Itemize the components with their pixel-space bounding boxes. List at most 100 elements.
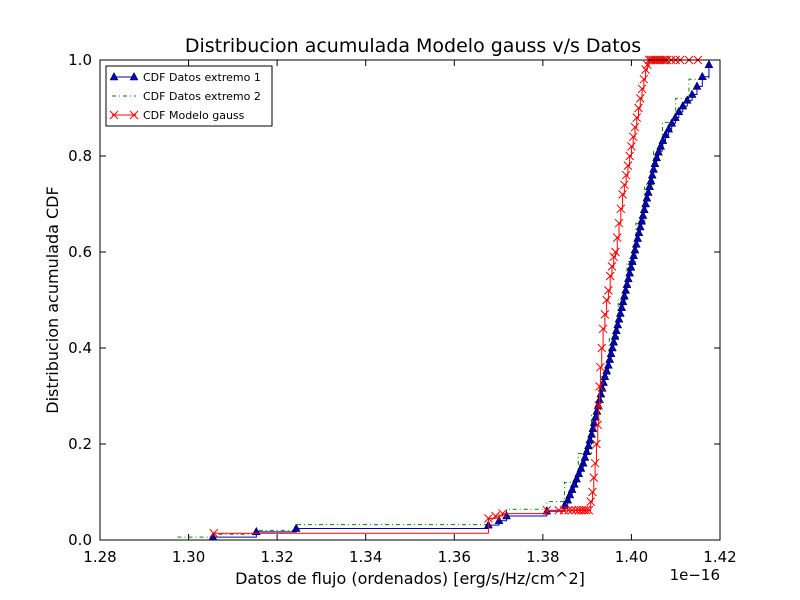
- data-point-x: [559, 505, 569, 515]
- data-point-triangle: [605, 354, 615, 363]
- data-point-triangle: [704, 59, 714, 69]
- data-point-triangle: [129, 71, 139, 81]
- legend-entry: CDF Datos extremo 2: [112, 90, 261, 103]
- data-point-triangle: [607, 342, 617, 352]
- legend-entry: CDF Datos extremo 1: [109, 71, 261, 84]
- data-point-triangle: [614, 314, 624, 323]
- x-tick-label: 1.34: [349, 548, 382, 566]
- legend-entry: CDF Modelo gauss: [109, 109, 245, 122]
- y-tick-label: 0.4: [68, 339, 92, 357]
- data-point-x: [209, 528, 219, 538]
- x-offset-label: 1e−16: [670, 566, 720, 584]
- data-point-triangle: [584, 440, 593, 450]
- data-point-triangle: [603, 360, 613, 369]
- data-point-x: [542, 505, 552, 515]
- data-point-x: [593, 420, 603, 430]
- data-point-triangle: [610, 331, 620, 340]
- data-point-triangle: [587, 429, 596, 438]
- data-point-triangle: [641, 198, 651, 208]
- data-point-triangle: [627, 256, 637, 265]
- data-point-x: [632, 113, 642, 122]
- data-point-triangle: [631, 239, 641, 248]
- data-point-x: [612, 233, 622, 242]
- data-point-triangle: [580, 452, 590, 461]
- data-point-x: [627, 142, 636, 151]
- data-point-triangle: [630, 245, 640, 254]
- data-point-x: [129, 110, 139, 120]
- data-point-x: [635, 94, 645, 103]
- data-point-triangle: [639, 204, 649, 214]
- data-point-x: [634, 103, 643, 113]
- y-tick-label: 0.6: [68, 243, 92, 261]
- data-point-triangle: [599, 377, 608, 386]
- data-point-x: [597, 343, 607, 353]
- data-point-x: [586, 497, 596, 506]
- data-point-triangle: [638, 210, 648, 219]
- data-point-triangle: [650, 158, 660, 167]
- data-point-x: [581, 505, 591, 515]
- x-tick-label: 1.28: [83, 548, 116, 566]
- data-point-triangle: [618, 296, 628, 306]
- data-point-triangle: [291, 523, 301, 532]
- y-tick-label: 0.0: [68, 531, 92, 549]
- data-point-x: [618, 190, 627, 199]
- legend: CDF Datos extremo 1 CDF Datos extremo 2 CD…: [105, 65, 273, 127]
- data-point-triangle: [637, 216, 647, 225]
- data-point-triangle: [619, 291, 629, 300]
- data-point-triangle: [633, 233, 643, 242]
- data-point-x: [605, 271, 615, 281]
- data-point-x: [630, 122, 640, 132]
- x-tick-label: 1.38: [526, 548, 559, 566]
- data-point-x: [498, 509, 507, 518]
- data-point-x: [602, 295, 611, 305]
- data-point-x: [616, 204, 626, 214]
- data-point-triangle: [109, 71, 119, 81]
- data-point-triangle: [591, 412, 600, 421]
- data-point-triangle: [674, 106, 684, 116]
- data-point-triangle: [563, 495, 573, 504]
- data-point-triangle: [654, 147, 663, 156]
- x-axis-label: Datos de flujo (ordenados) [erg/s/Hz/cm^…: [235, 569, 585, 588]
- data-point-triangle: [625, 268, 635, 277]
- data-point-triangle: [697, 71, 707, 81]
- data-point-x: [614, 218, 624, 228]
- data-point-x: [596, 362, 605, 372]
- data-point-x: [607, 262, 617, 271]
- data-point-x: [595, 382, 604, 391]
- data-point-x: [628, 132, 638, 142]
- data-point-triangle: [643, 187, 653, 196]
- data-point-triangle: [658, 135, 668, 144]
- data-point-triangle: [629, 250, 639, 260]
- x-tick-label: 1.40: [615, 548, 648, 566]
- data-point-triangle: [646, 175, 656, 185]
- plot-frame: [99, 59, 721, 541]
- data-point-triangle: [634, 227, 644, 237]
- data-point-triangle: [642, 193, 652, 202]
- data-point-x: [623, 161, 633, 170]
- plot-area: [100, 60, 720, 540]
- x-tick-label: 1.42: [703, 548, 736, 566]
- data-point-triangle: [617, 302, 627, 311]
- data-point-x: [592, 439, 601, 449]
- data-point-x: [598, 324, 608, 334]
- data-point-x: [584, 505, 594, 515]
- data-point-x: [588, 487, 597, 497]
- data-point-triangle: [596, 389, 606, 398]
- chart-title: Distribucion acumulada Modelo gauss v/s …: [185, 35, 641, 57]
- data-point-triangle: [567, 484, 577, 493]
- data-point-x: [641, 65, 650, 74]
- data-point-x: [564, 505, 573, 515]
- y-tick-label: 1.0: [68, 51, 92, 69]
- data-point-triangle: [569, 479, 579, 488]
- x-tick-label: 1.30: [172, 548, 205, 566]
- data-point-triangle: [652, 152, 662, 162]
- data-point-x: [611, 247, 620, 257]
- data-point-triangle: [602, 366, 612, 375]
- data-point-x: [491, 511, 500, 521]
- data-point-triangle: [682, 95, 692, 104]
- data-point-triangle: [615, 308, 625, 317]
- x-tick-label: 1.32: [260, 548, 293, 566]
- data-point-triangle: [664, 124, 674, 133]
- data-point-x: [637, 84, 647, 94]
